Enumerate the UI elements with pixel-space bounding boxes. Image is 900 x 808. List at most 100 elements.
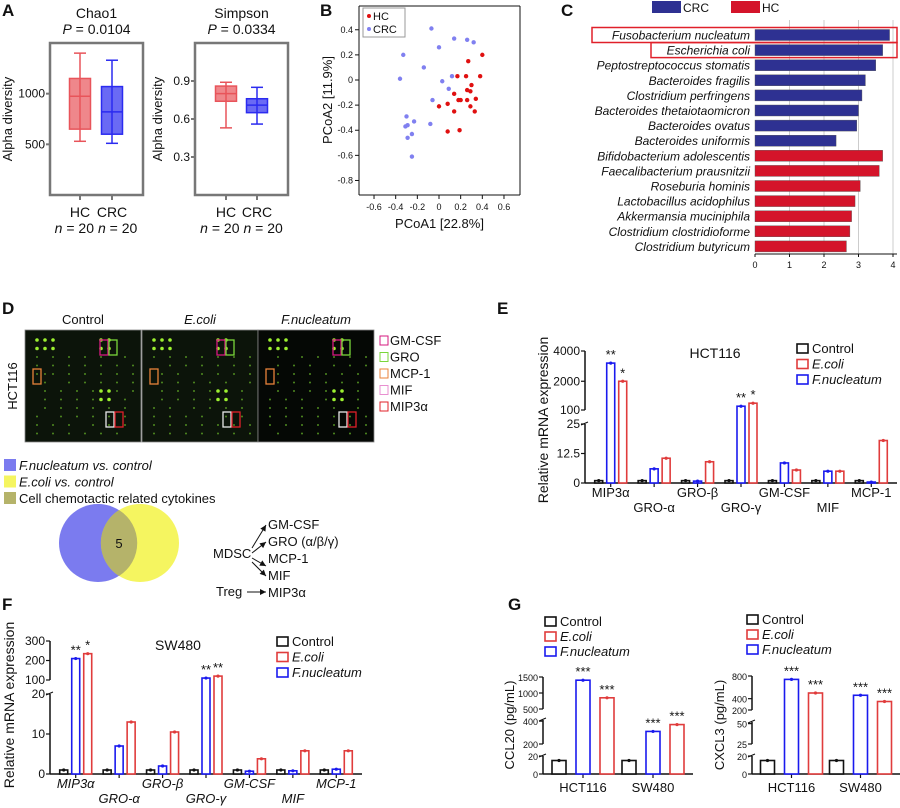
array-spot (60, 390, 62, 392)
array-spot (277, 381, 279, 384)
category-label: MIF (282, 791, 305, 806)
data-point (581, 678, 585, 682)
bar-e-coli (169, 731, 180, 775)
plot-frame (193, 41, 290, 197)
significance-stars: * (620, 365, 625, 380)
array-spot (177, 381, 179, 384)
point-hc (455, 74, 460, 79)
array-spot (269, 398, 271, 401)
bar-label: Faecalibacterium prausnitzii (601, 164, 750, 178)
array-spot (52, 373, 54, 375)
arrow-head (259, 542, 266, 549)
data-point (882, 699, 887, 704)
significance-stars: *** (599, 682, 614, 697)
data-point (86, 652, 90, 656)
x-tick-label: -0.2 (410, 202, 426, 212)
array-spot (76, 407, 78, 409)
category-label: GRO-β (677, 485, 718, 500)
point-crc (421, 65, 427, 70)
bar-e-coli (661, 457, 671, 484)
y-axis-label: Relative mRNA expression (1, 622, 17, 789)
data-point (814, 479, 818, 483)
point-hc (464, 97, 470, 103)
array-spot (269, 407, 271, 409)
n-label: n = 20 (55, 220, 95, 236)
legend-swatch (276, 651, 289, 663)
category-label: MIP3α (592, 485, 630, 500)
panel-label-f: F (2, 595, 12, 614)
array-spot (92, 390, 94, 392)
arrow-head (260, 589, 266, 595)
array-spot (177, 390, 179, 392)
y-tick-label: 0 (533, 770, 538, 780)
array-spot (241, 390, 243, 392)
bar-f-nucleatum (605, 362, 616, 484)
legend-swatch (276, 636, 289, 647)
data-point (62, 768, 66, 772)
bar-e-coli (876, 700, 893, 775)
array-spot (309, 373, 311, 375)
array-spot (124, 356, 126, 358)
panel-label-b: B (320, 1, 332, 20)
plot-frame (48, 41, 145, 197)
bar-label: Bacteroides uniformis (635, 134, 750, 148)
array-spot (365, 415, 367, 418)
point-crc (429, 26, 434, 31)
y-tick-label: 25 (737, 740, 747, 750)
data-point (695, 479, 700, 483)
bar-e-coli (669, 723, 685, 775)
venn-legend-swatch (4, 459, 16, 471)
significance-stars: *** (575, 664, 590, 679)
array-spot (277, 373, 279, 375)
point-crc (446, 86, 451, 91)
array-spot (153, 424, 155, 426)
array-spot (317, 356, 319, 358)
legend-label: F.nucleatum (292, 665, 362, 680)
panel-label-d: D (2, 299, 14, 318)
bar-e-coli (617, 380, 628, 484)
x-tick-label: HC (70, 204, 90, 220)
x-tick-label: 0.4 (476, 202, 489, 212)
data-point (172, 730, 177, 734)
array-spot (100, 373, 102, 375)
array-spot (349, 356, 351, 358)
bar (754, 89, 863, 102)
data-point (303, 749, 307, 753)
array-spot (365, 432, 367, 435)
array-spot (357, 390, 359, 392)
array-spot (365, 356, 367, 358)
mcp-1-box (149, 368, 159, 385)
data-point (765, 758, 770, 763)
array-spot (349, 424, 351, 426)
legend-label: CRC (683, 1, 709, 15)
legend-label: Control (762, 612, 804, 627)
array-spot (76, 398, 78, 401)
x-tick-label: -0.4 (388, 202, 404, 212)
array-spot (333, 356, 335, 358)
x-tick-label: CRC (97, 204, 127, 220)
array-spot (317, 432, 319, 435)
venn-overlap-count: 5 (115, 536, 122, 551)
data-point (727, 479, 731, 483)
data-point (192, 768, 196, 772)
array-image-control (24, 329, 142, 443)
stat-value: = 20 (62, 220, 94, 236)
italic-symbol: P (62, 21, 72, 37)
array-spot (201, 373, 203, 375)
column-label: E.coli (184, 312, 217, 327)
array-spot (225, 381, 227, 384)
legend-swatch (796, 374, 809, 385)
bar-e-coli (748, 402, 758, 484)
array-spot (116, 364, 118, 367)
gro-box (225, 339, 235, 356)
data-point (204, 676, 208, 680)
array-spot (224, 389, 228, 393)
legend-label: Control (292, 634, 334, 649)
point-hc (466, 58, 471, 64)
data-point (869, 480, 873, 484)
array-spot (217, 432, 219, 435)
array-legend-label: GRO (390, 350, 420, 365)
mip3a-box (114, 411, 124, 428)
y-tick-label: 2000 (553, 374, 580, 388)
array-spot (357, 373, 359, 375)
